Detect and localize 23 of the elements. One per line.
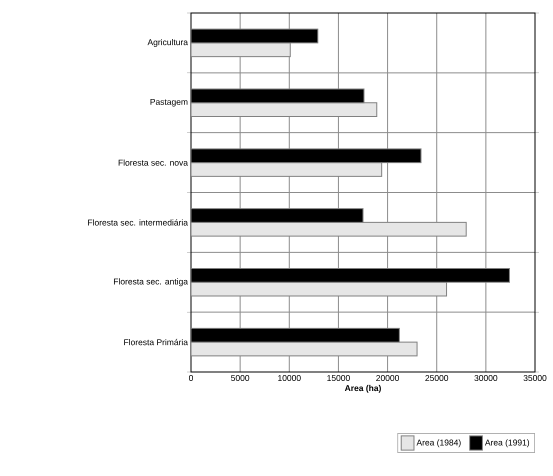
x-tick-label: 10000 <box>278 375 301 382</box>
y-tick-label: Agricultura <box>148 38 188 47</box>
bar <box>191 102 378 118</box>
bar <box>191 342 418 356</box>
bar <box>191 42 291 58</box>
legend-label: Area (1984) <box>416 439 461 448</box>
x-tick-label: 5000 <box>231 375 250 382</box>
x-tick-label: 15000 <box>327 375 350 382</box>
y-tick-label: Floresta sec. nova <box>118 159 188 166</box>
x-tick-label: 30000 <box>474 375 498 382</box>
legend-label: Area (1991) <box>484 439 530 448</box>
x-tick-label: 20000 <box>376 375 400 382</box>
x-tick-label: 35000 <box>524 375 546 382</box>
x-tick-label: 0 <box>188 375 194 382</box>
y-tick-label: Pastagem <box>150 98 188 107</box>
bar <box>191 282 448 297</box>
y-tick-label: Floresta sec. antiga <box>114 278 188 286</box>
bar <box>191 222 467 237</box>
x-axis-title: Area (ha) <box>344 384 381 393</box>
y-tick-label: Floresta Primária <box>124 338 188 346</box>
bar <box>191 162 382 177</box>
x-tick-label: 25000 <box>425 375 448 382</box>
y-tick-label: Floresta sec. intermediária <box>88 219 188 226</box>
